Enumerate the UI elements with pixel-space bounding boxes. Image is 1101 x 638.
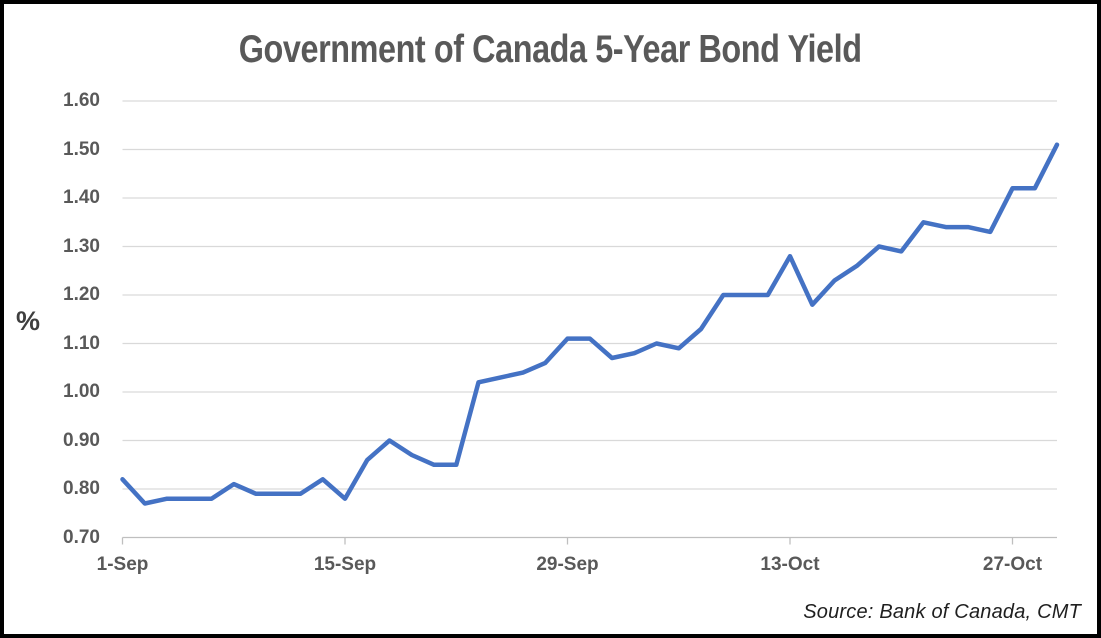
x-axis-label: 29-Sep bbox=[536, 554, 599, 575]
x-axis-label: 13-Oct bbox=[760, 554, 820, 575]
y-axis-label: 1.30 bbox=[63, 235, 100, 257]
source-note: Source: Bank of Canada, CMT bbox=[803, 601, 1081, 623]
chart-title: Government of Canada 5-Year Bond Yield bbox=[4, 28, 1097, 72]
y-axis-label: 0.70 bbox=[63, 526, 100, 548]
y-axis-label: 1.40 bbox=[63, 187, 100, 208]
y-axis-label: 0.80 bbox=[63, 478, 100, 499]
chart-title-text: Government of Canada 5-Year Bond Yield bbox=[239, 28, 862, 71]
y-axis-label: 1.20 bbox=[63, 284, 100, 305]
y-axis-label: 1.10 bbox=[63, 332, 100, 354]
y-axis-label: 1.60 bbox=[63, 90, 100, 111]
x-axis-label: 27-Oct bbox=[982, 554, 1043, 575]
plot-area bbox=[120, 100, 1060, 545]
yield-line-series bbox=[120, 142, 1060, 506]
y-axis-label: 1.50 bbox=[63, 138, 100, 160]
x-axis-label: 1-Sep bbox=[96, 554, 149, 575]
y-axis-unit-label: % bbox=[16, 306, 41, 336]
x-axis-label: 15-Sep bbox=[313, 554, 377, 575]
y-axis-label: 0.90 bbox=[63, 429, 100, 451]
y-axis-label: 1.00 bbox=[63, 381, 100, 402]
